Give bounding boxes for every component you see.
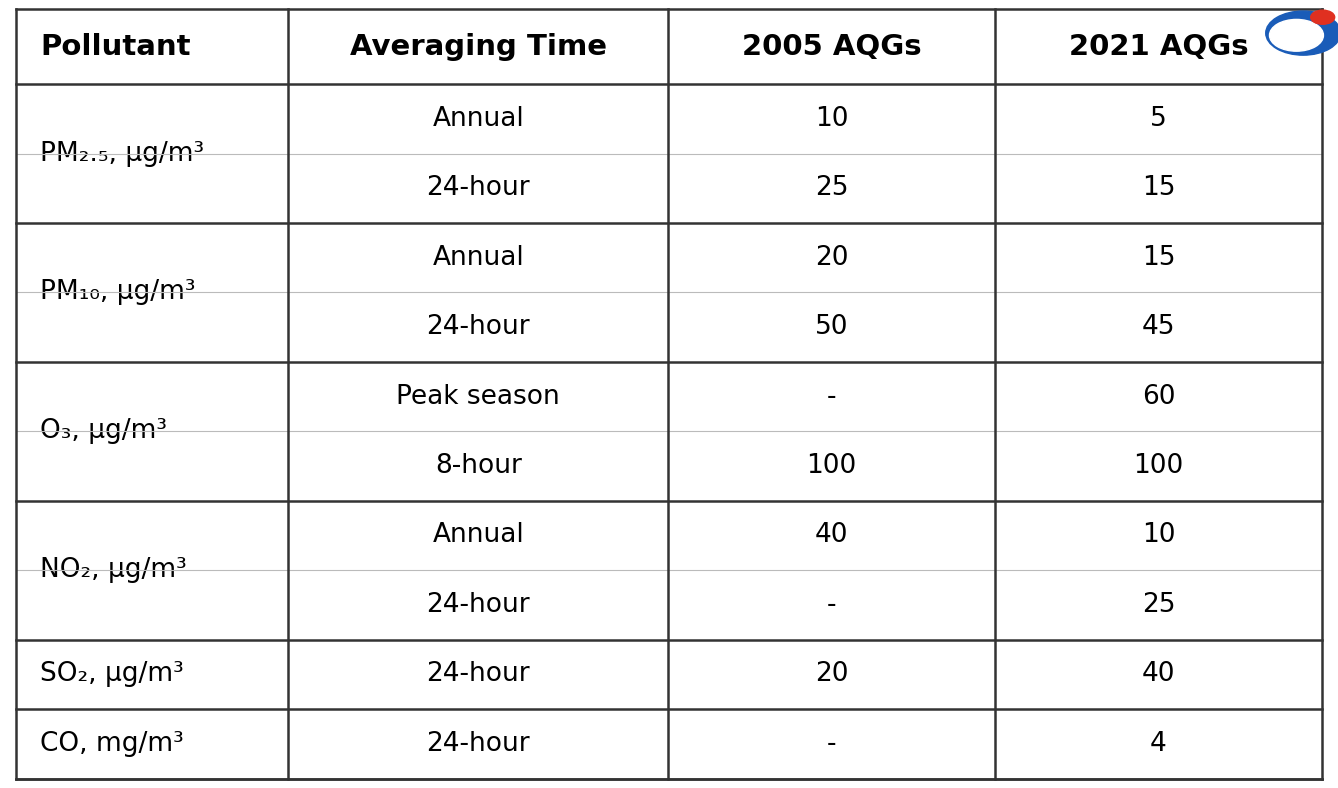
- Circle shape: [1266, 11, 1338, 55]
- Text: 40: 40: [1141, 661, 1175, 687]
- Bar: [16, 154, 1322, 223]
- Text: 24-hour: 24-hour: [427, 592, 530, 618]
- Text: 100: 100: [807, 453, 856, 479]
- Text: 5: 5: [1151, 106, 1167, 132]
- Text: 100: 100: [1133, 453, 1184, 479]
- Text: 10: 10: [815, 106, 848, 132]
- Text: Annual: Annual: [432, 245, 524, 271]
- Circle shape: [1270, 20, 1323, 51]
- Text: 24-hour: 24-hour: [427, 661, 530, 687]
- Text: SO₂, μg/m³: SO₂, μg/m³: [40, 661, 183, 687]
- Text: Peak season: Peak season: [396, 384, 561, 410]
- Text: O₃, μg/m³: O₃, μg/m³: [40, 418, 167, 444]
- Text: 4: 4: [1151, 730, 1167, 756]
- Text: 24-hour: 24-hour: [427, 730, 530, 756]
- Text: 20: 20: [815, 245, 848, 271]
- Text: 25: 25: [815, 175, 848, 201]
- Text: 10: 10: [1141, 522, 1175, 548]
- Text: 45: 45: [1141, 314, 1175, 340]
- Text: PM₂.₅, μg/m³: PM₂.₅, μg/m³: [40, 140, 205, 166]
- Text: -: -: [827, 730, 836, 756]
- Text: 25: 25: [1141, 592, 1175, 618]
- Text: CO, mg/m³: CO, mg/m³: [40, 730, 183, 756]
- Text: Annual: Annual: [432, 522, 524, 548]
- Bar: [16, 223, 1322, 292]
- Bar: [16, 362, 1322, 431]
- Text: 8-hour: 8-hour: [435, 453, 522, 479]
- Bar: [16, 571, 1322, 640]
- Text: 2005 AQGs: 2005 AQGs: [741, 33, 922, 61]
- Text: 50: 50: [815, 314, 848, 340]
- Text: Annual: Annual: [432, 106, 524, 132]
- Text: Pollutant: Pollutant: [40, 33, 190, 61]
- Text: 40: 40: [815, 522, 848, 548]
- Bar: [16, 500, 1322, 571]
- Text: -: -: [827, 592, 836, 618]
- Text: NO₂, μg/m³: NO₂, μg/m³: [40, 557, 187, 583]
- Text: 24-hour: 24-hour: [427, 314, 530, 340]
- Circle shape: [1311, 10, 1335, 24]
- Bar: [16, 84, 1322, 154]
- Text: 24-hour: 24-hour: [427, 175, 530, 201]
- Bar: [16, 431, 1322, 500]
- Text: 60: 60: [1141, 384, 1175, 410]
- Text: -: -: [827, 384, 836, 410]
- Text: PM₁₀, μg/m³: PM₁₀, μg/m³: [40, 280, 195, 306]
- Bar: [16, 640, 1322, 709]
- Text: 15: 15: [1141, 175, 1175, 201]
- Text: 15: 15: [1141, 245, 1175, 271]
- Text: 20: 20: [815, 661, 848, 687]
- Text: 2021 AQGs: 2021 AQGs: [1069, 33, 1248, 61]
- Text: Averaging Time: Averaging Time: [349, 33, 607, 61]
- Bar: [16, 709, 1322, 779]
- Bar: [16, 9, 1322, 84]
- Bar: [16, 292, 1322, 362]
